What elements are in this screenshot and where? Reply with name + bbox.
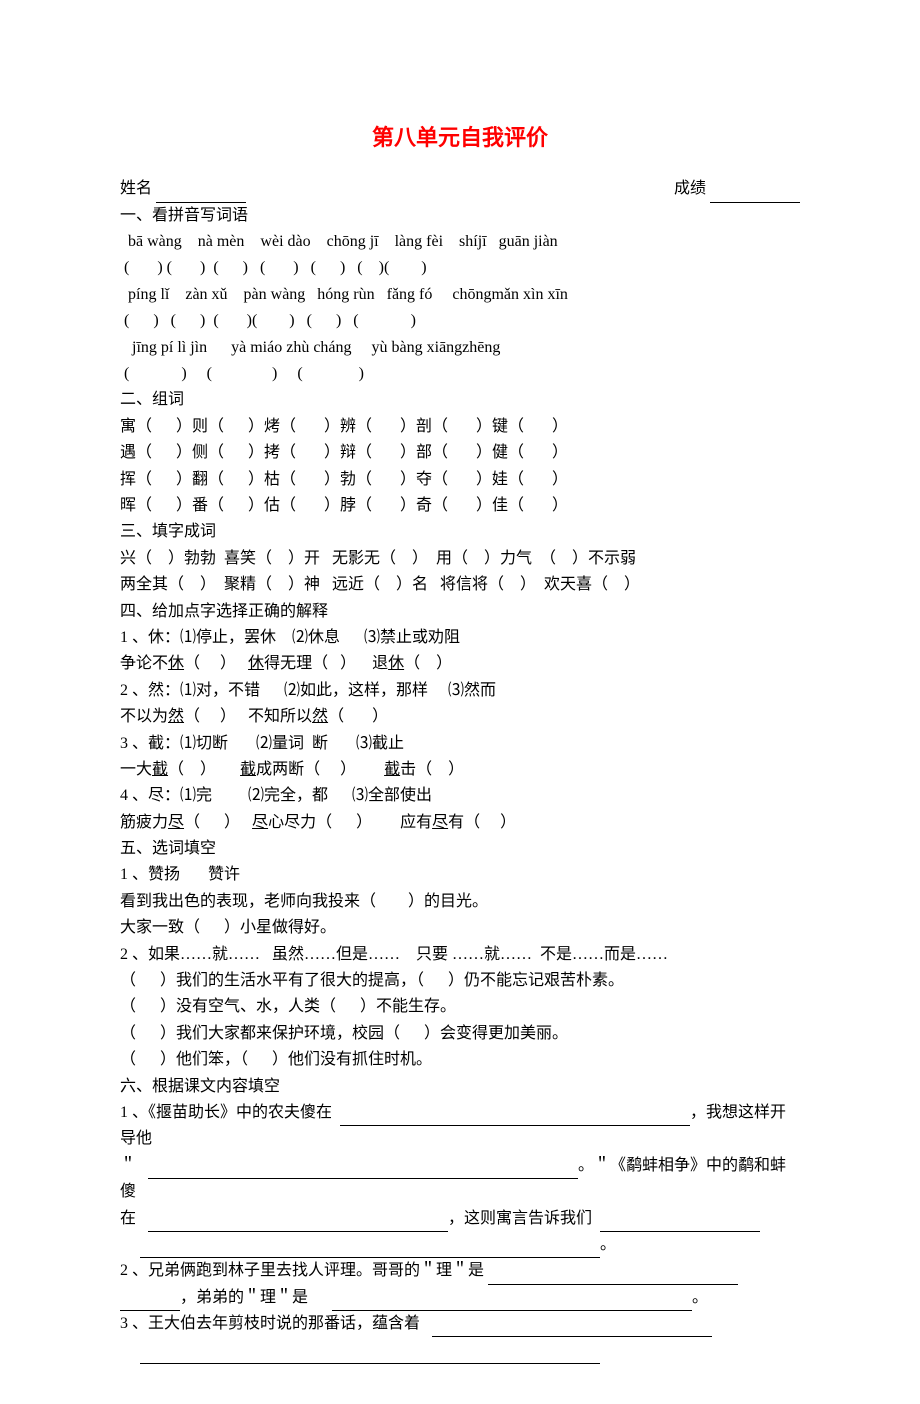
underlined: 休 (388, 655, 404, 672)
definition-row: 1 、休：⑴停止，罢休 ⑵休息 ⑶禁止或劝阻 (120, 625, 800, 651)
fill-row: 大家一致（ ）小星做得好。 (120, 915, 800, 941)
text-row: 在 ，这则寓言告诉我们 (120, 1206, 800, 1232)
fill-row: （ ）我们大家都来保护环境，校园（ ）会变得更加美丽。 (120, 1021, 800, 1047)
answer-row: 一大截（ ） 截成两断（ ） 截击（ ） (120, 757, 800, 783)
definition-row: 4 、尽：⑴完 ⑵完全，都 ⑶全部使出 (120, 783, 800, 809)
text: 1 、《揠苗助长》中的农夫傻在 (120, 1104, 340, 1121)
text: ，这则寓言告诉我们 (448, 1210, 592, 1227)
text: （ ） (404, 655, 452, 672)
name-blank[interactable] (156, 184, 246, 203)
underlined: 然 (312, 708, 328, 725)
underlined: 休 (248, 655, 264, 672)
text-row: 3 、王大伯去年剪枝时说的那番话，蕴含着 (120, 1311, 800, 1337)
underlined: 然 (168, 708, 184, 725)
text: （ ） (168, 761, 240, 778)
answer-row: 争论不休（ ） 休得无理（ ） 退休（ ） (120, 651, 800, 677)
text: 筋疲力 (120, 814, 168, 831)
text: 有（ ） (448, 814, 516, 831)
blank[interactable] (432, 1318, 712, 1337)
word-row: 寓（ ）则（ ）烤（ ）辨（ ）剖（ ）键（ ） (120, 414, 800, 440)
fill-row: （ ）没有空气、水，人类（ ）不能生存。 (120, 994, 800, 1020)
page-title: 第八单元自我评价 (120, 120, 800, 156)
word-row: 遇（ ）侧（ ）拷（ ）辩（ ）部（ ）健（ ） (120, 440, 800, 466)
underlined: 截 (152, 761, 168, 778)
text: （ ） (184, 814, 252, 831)
blank-row: ( ) ( ) ( ) (120, 361, 800, 387)
section-4-heading: 四、给加点字选择正确的解释 (120, 599, 800, 625)
section-6-heading: 六、根据课文内容填空 (120, 1074, 800, 1100)
text: 3 、王大伯去年剪枝时说的那番话，蕴含着 (120, 1315, 420, 1332)
blank[interactable] (140, 1239, 600, 1258)
fill-row: （ ）我们的生活水平有了很大的提高，（ ）仍不能忘记艰苦朴素。 (120, 968, 800, 994)
section-4: 四、给加点字选择正确的解释 1 、休：⑴停止，罢休 ⑵休息 ⑶禁止或劝阻 争论不… (120, 599, 800, 837)
fill-row: （ ）他们笨，（ ）他们没有抓住时机。 (120, 1047, 800, 1073)
blank-row: ( ) ( ) ( ) ( ) ( ) ( )( ) (120, 255, 800, 281)
text: 2 、兄弟俩跑到林子里去找人评理。哥哥的＂理＂是 (120, 1262, 484, 1279)
underlined: 休 (168, 655, 184, 672)
text-row: ，弟弟的＂理＂是 。 (120, 1285, 800, 1311)
word-row: 挥（ ）翻（ ）枯（ ）勃（ ）夺（ ）娃（ ） (120, 467, 800, 493)
section-2: 二、组词 寓（ ）则（ ）烤（ ）辨（ ）剖（ ）键（ ） 遇（ ）侧（ ）拷（… (120, 387, 800, 519)
idiom-row: 两全其（ ） 聚精（ ）神 远近（ ）名 将信将（ ） 欢天喜（ ） (120, 572, 800, 598)
blank[interactable] (600, 1213, 760, 1232)
blank[interactable] (148, 1213, 448, 1232)
text: 得无理（ ） 退 (264, 655, 388, 672)
text: 击（ ） (400, 761, 464, 778)
text-row (120, 1337, 800, 1363)
underlined: 尽 (252, 814, 268, 831)
blank[interactable] (148, 1160, 578, 1179)
header-row: 姓名 成绩 (120, 176, 800, 202)
blank[interactable] (340, 1107, 690, 1126)
text: 心尽力（ ） 应有 (268, 814, 432, 831)
blank[interactable] (140, 1345, 600, 1364)
name-field: 姓名 (120, 176, 246, 202)
section-5: 五、选词填空 1 、赞扬 赞许 看到我出色的表现，老师向我投来（ ）的目光。 大… (120, 836, 800, 1074)
text: 。 (692, 1289, 708, 1306)
score-blank[interactable] (710, 184, 800, 203)
pinyin-row: bā wàng nà mèn wèi dào chōng jī làng fèi… (120, 229, 800, 255)
blank-row: ( ) ( ) ( )( ) ( ) ( ) (120, 308, 800, 334)
blank[interactable] (488, 1266, 738, 1285)
section-1-heading: 一、看拼音写词语 (120, 203, 800, 229)
underlined: 截 (384, 761, 400, 778)
section-3-heading: 三、填字成词 (120, 519, 800, 545)
section-5-heading: 五、选词填空 (120, 836, 800, 862)
text: 成两断（ ） (256, 761, 384, 778)
word-row: 晖（ ）番（ ）估（ ）脖（ ）奇（ ）佳（ ） (120, 493, 800, 519)
pinyin-row: jīng pí lì jìn yà miáo zhù cháng yù bàng… (120, 335, 800, 361)
definition-row: 2 、然：⑴对，不错 ⑵如此，这样，那样 ⑶然而 (120, 678, 800, 704)
text: （ ） (184, 655, 248, 672)
text: ＂ (120, 1157, 136, 1174)
text: （ ） (328, 708, 388, 725)
name-label: 姓名 (120, 180, 152, 197)
text-row: ＂ 。＂《鹬蚌相争》中的鹬和蚌傻 (120, 1153, 800, 1206)
score-field: 成绩 (674, 176, 800, 202)
section-1: 一、看拼音写词语 bā wàng nà mèn wèi dào chōng jī… (120, 203, 800, 388)
fill-row: 看到我出色的表现，老师向我投来（ ）的目光。 (120, 889, 800, 915)
answer-row: 不以为然（ ） 不知所以然（ ） (120, 704, 800, 730)
underlined: 尽 (432, 814, 448, 831)
definition-row: 3 、截：⑴切断 ⑵量词 断 ⑶截止 (120, 731, 800, 757)
text-row: 2 、兄弟俩跑到林子里去找人评理。哥哥的＂理＂是 (120, 1258, 800, 1284)
text: ，弟弟的＂理＂是 (180, 1289, 308, 1306)
answer-row: 筋疲力尽（ ） 尽心尽力（ ） 应有尽有（ ） (120, 810, 800, 836)
fill-row: 2 、如果……就…… 虽然……但是…… 只要 ……就…… 不是……而是…… (120, 942, 800, 968)
pinyin-row: píng lǐ zàn xǔ pàn wàng hóng rùn fǎng fó… (120, 282, 800, 308)
text-row: 。 (120, 1232, 800, 1258)
text: 。 (600, 1236, 616, 1253)
section-3: 三、填字成词 兴（ ）勃勃 喜笑（ ）开 无影无（ ） 用（ ）力气 （ ）不示… (120, 519, 800, 598)
score-label: 成绩 (674, 180, 706, 197)
text: （ ） 不知所以 (184, 708, 312, 725)
idiom-row: 兴（ ）勃勃 喜笑（ ）开 无影无（ ） 用（ ）力气 （ ）不示弱 (120, 546, 800, 572)
text-row: 1 、《揠苗助长》中的农夫傻在 ，我想这样开导他 (120, 1100, 800, 1153)
text: 在 (120, 1210, 136, 1227)
underlined: 尽 (168, 814, 184, 831)
section-2-heading: 二、组词 (120, 387, 800, 413)
section-6: 六、根据课文内容填空 1 、《揠苗助长》中的农夫傻在 ，我想这样开导他 ＂ 。＂… (120, 1074, 800, 1364)
text: 不以为 (120, 708, 168, 725)
text: 争论不 (120, 655, 168, 672)
fill-row: 1 、赞扬 赞许 (120, 862, 800, 888)
text: 一大 (120, 761, 152, 778)
underlined: 截 (240, 761, 256, 778)
